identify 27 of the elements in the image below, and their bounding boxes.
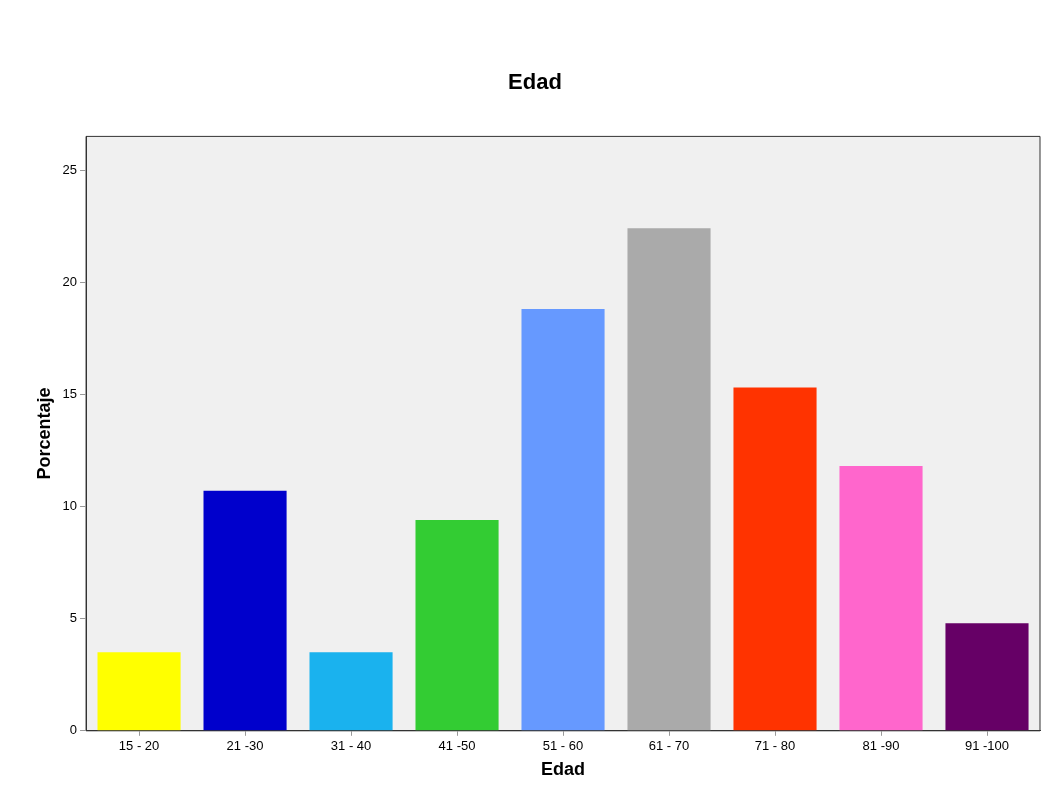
bar (627, 228, 711, 731)
bar (733, 387, 817, 731)
x-tick-label: 15 - 20 (118, 738, 160, 754)
x-tick-label: 91 -100 (964, 738, 1010, 754)
y-axis-title: Porcentaje (33, 387, 54, 480)
x-axis-title: Edad (541, 759, 586, 780)
y-tick-label: 25 (62, 161, 78, 177)
bar (203, 490, 287, 731)
x-tick-label: 21 -30 (226, 738, 264, 754)
bar (415, 519, 499, 731)
y-tick-label: 15 (62, 385, 78, 401)
y-tick-label: 10 (62, 498, 78, 514)
x-tick-label: 41 -50 (438, 738, 476, 754)
bar (839, 466, 923, 731)
chart-title: Edad (508, 69, 562, 95)
y-tick-label: 20 (62, 273, 78, 289)
x-tick-label: 81 -90 (862, 738, 900, 754)
y-tick-label: 0 (69, 722, 78, 738)
y-tick-label: 5 (69, 610, 78, 626)
x-tick-label: 71 - 80 (754, 738, 796, 754)
bar (945, 623, 1029, 731)
bar (521, 309, 605, 731)
x-tick-label: 31 - 40 (330, 738, 372, 754)
x-tick-label: 51 - 60 (542, 738, 584, 754)
bar (309, 652, 393, 731)
x-tick-label: 61 - 70 (648, 738, 690, 754)
bar (97, 652, 181, 731)
